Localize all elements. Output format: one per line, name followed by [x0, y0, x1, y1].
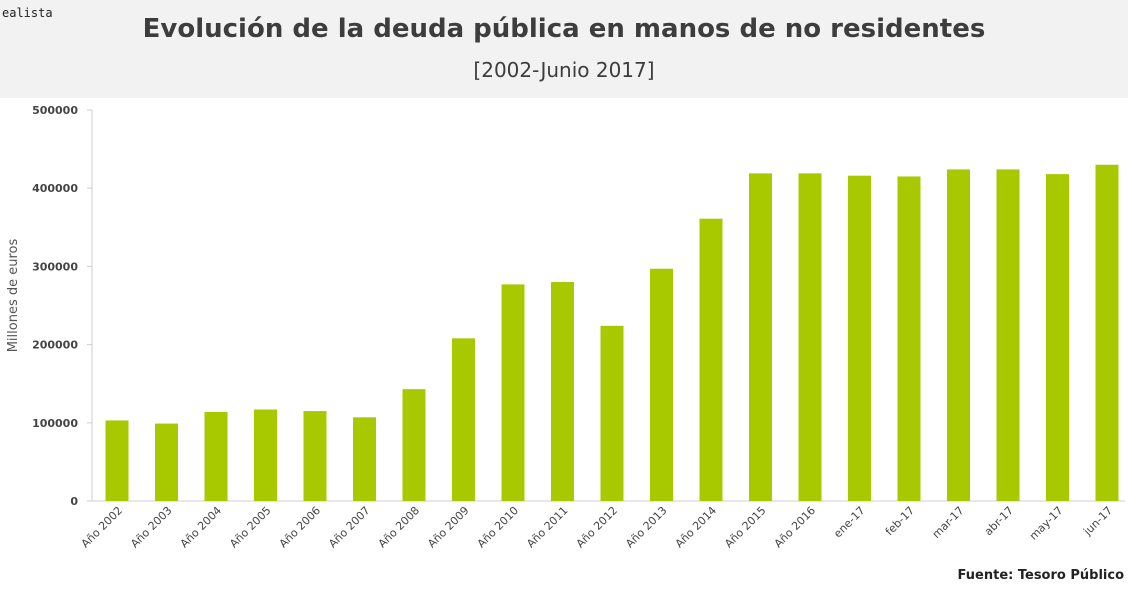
x-tick-label: mar-17	[930, 504, 967, 541]
bar-año-2011	[551, 282, 574, 501]
x-tick-label: Año 2013	[623, 504, 669, 550]
x-tick-label: jun-17	[1080, 504, 1115, 539]
bar-mar-17	[947, 169, 970, 501]
bar-año-2015	[749, 173, 772, 501]
bar-chart: 0 100000 200000 300000 400000 500000 Año 2002…	[6, 104, 1125, 550]
bar-feb-17	[897, 176, 921, 501]
x-tick-label: Año 2006	[277, 504, 323, 550]
x-tick-label: Año 2011	[524, 504, 570, 550]
y-tick-label: 100000	[32, 417, 78, 430]
x-tick-label: Año 2012	[574, 504, 620, 550]
x-tick-label: Año 2016	[772, 504, 818, 550]
y-tick-label: 300000	[32, 260, 78, 273]
bar-ene-17	[848, 175, 871, 502]
source-note: Fuente: Tesoro Público	[957, 568, 1124, 583]
header-band	[0, 0, 1128, 98]
bar-año-2005	[254, 409, 277, 501]
y-tick-label: 0	[70, 495, 78, 508]
bar-año-2003	[155, 423, 178, 501]
bar-año-2014	[699, 218, 723, 501]
bar-año-2008	[402, 389, 426, 501]
x-tick-label: Año 2004	[178, 504, 224, 550]
x-tick-label: abr-17	[982, 504, 1016, 538]
chart-title: Evolución de la deuda pública en manos d…	[142, 14, 986, 44]
bar-año-2016	[798, 173, 822, 501]
x-tick-label: Año 2015	[722, 504, 768, 550]
y-axis-label: Millones de euros	[6, 239, 21, 353]
chart-subtitle: [2002-Junio 2017]	[473, 58, 655, 82]
y-tick-label: 400000	[32, 182, 78, 195]
x-tick-label: Año 2007	[326, 504, 372, 550]
bar-año-2004	[204, 411, 228, 501]
bar-año-2012	[600, 325, 624, 501]
bar-año-2013	[650, 268, 673, 501]
x-tick-label: Año 2014	[673, 504, 719, 550]
x-tick-label: Año 2003	[128, 504, 174, 550]
bar-año-2002	[105, 420, 129, 501]
bar-año-2009	[452, 338, 475, 501]
x-tick-label: ene-17	[831, 504, 867, 540]
bar-año-2007	[353, 417, 376, 501]
x-tick-label: may-17	[1027, 504, 1066, 543]
bar-año-2010	[501, 284, 525, 501]
brand-logo-text: ealista	[2, 6, 53, 20]
x-tick-label: Año 2008	[376, 504, 422, 550]
x-tick-label: Año 2005	[227, 504, 273, 550]
bar-jun-17	[1095, 164, 1119, 501]
x-tick-label: Año 2009	[425, 504, 471, 550]
bar-may-17	[1046, 174, 1069, 501]
x-tick-label: Año 2010	[475, 504, 521, 550]
y-tick-label: 200000	[32, 339, 78, 352]
y-tick-label: 500000	[32, 104, 78, 117]
x-tick-label: feb-17	[883, 504, 917, 538]
bar-abr-17	[996, 169, 1020, 501]
x-tick-label: Año 2002	[79, 504, 125, 550]
bar-año-2006	[303, 411, 327, 501]
